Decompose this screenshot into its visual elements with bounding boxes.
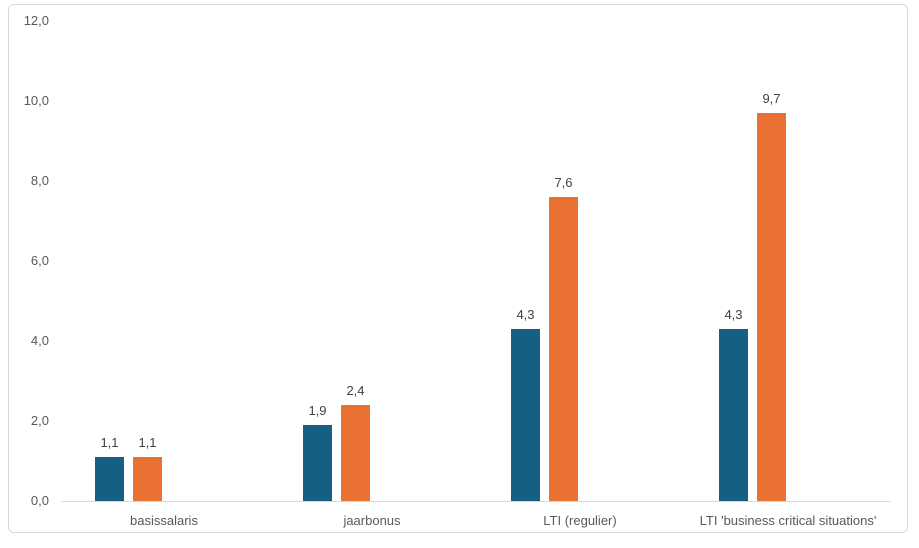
bar-series-2-category-2 xyxy=(341,405,370,501)
y-axis-tick-label: 2,0 xyxy=(30,413,49,428)
bar-series-1-category-4 xyxy=(719,329,748,501)
y-axis-tick-label: 6,0 xyxy=(30,253,49,268)
bar-value-label-series-2-category-1: 1,1 xyxy=(138,435,157,450)
bar-series-1-category-1 xyxy=(95,457,124,501)
category-label-2: jaarbonus xyxy=(343,513,401,528)
bar-value-label-series-2-category-2: 2,4 xyxy=(346,383,365,398)
category-label-3: LTI (regulier) xyxy=(543,513,617,528)
y-axis-tick-label: 8,0 xyxy=(30,173,49,188)
y-axis-tick-label: 10,0 xyxy=(23,93,49,108)
bar-series-2-category-3 xyxy=(549,197,578,501)
bar-series-2-category-4 xyxy=(757,113,786,501)
x-axis-line xyxy=(61,501,891,502)
chart-frame: 0,0 2,0 4,0 6,0 8,0 10,0 12,0 1,1 1,1 basissalari… xyxy=(8,4,908,533)
y-axis-tick-label: 4,0 xyxy=(30,333,49,348)
y-axis-tick-label: 0,0 xyxy=(30,493,49,508)
bar-value-label-series-2-category-3: 7,6 xyxy=(554,175,573,190)
bar-value-label-series-1-category-4: 4,3 xyxy=(724,307,743,322)
bar-value-label-series-2-category-4: 9,7 xyxy=(762,91,781,106)
category-label-1: basissalaris xyxy=(130,513,198,528)
bar-series-1-category-3 xyxy=(511,329,540,501)
bar-series-1-category-2 xyxy=(303,425,332,501)
bar-value-label-series-1-category-3: 4,3 xyxy=(516,307,535,322)
category-label-4: LTI 'business critical situations' xyxy=(699,513,877,528)
bar-value-label-series-1-category-2: 1,9 xyxy=(308,403,327,418)
y-axis-tick-label: 12,0 xyxy=(23,13,49,28)
bar-value-label-series-1-category-1: 1,1 xyxy=(100,435,119,450)
bar-series-2-category-1 xyxy=(133,457,162,501)
